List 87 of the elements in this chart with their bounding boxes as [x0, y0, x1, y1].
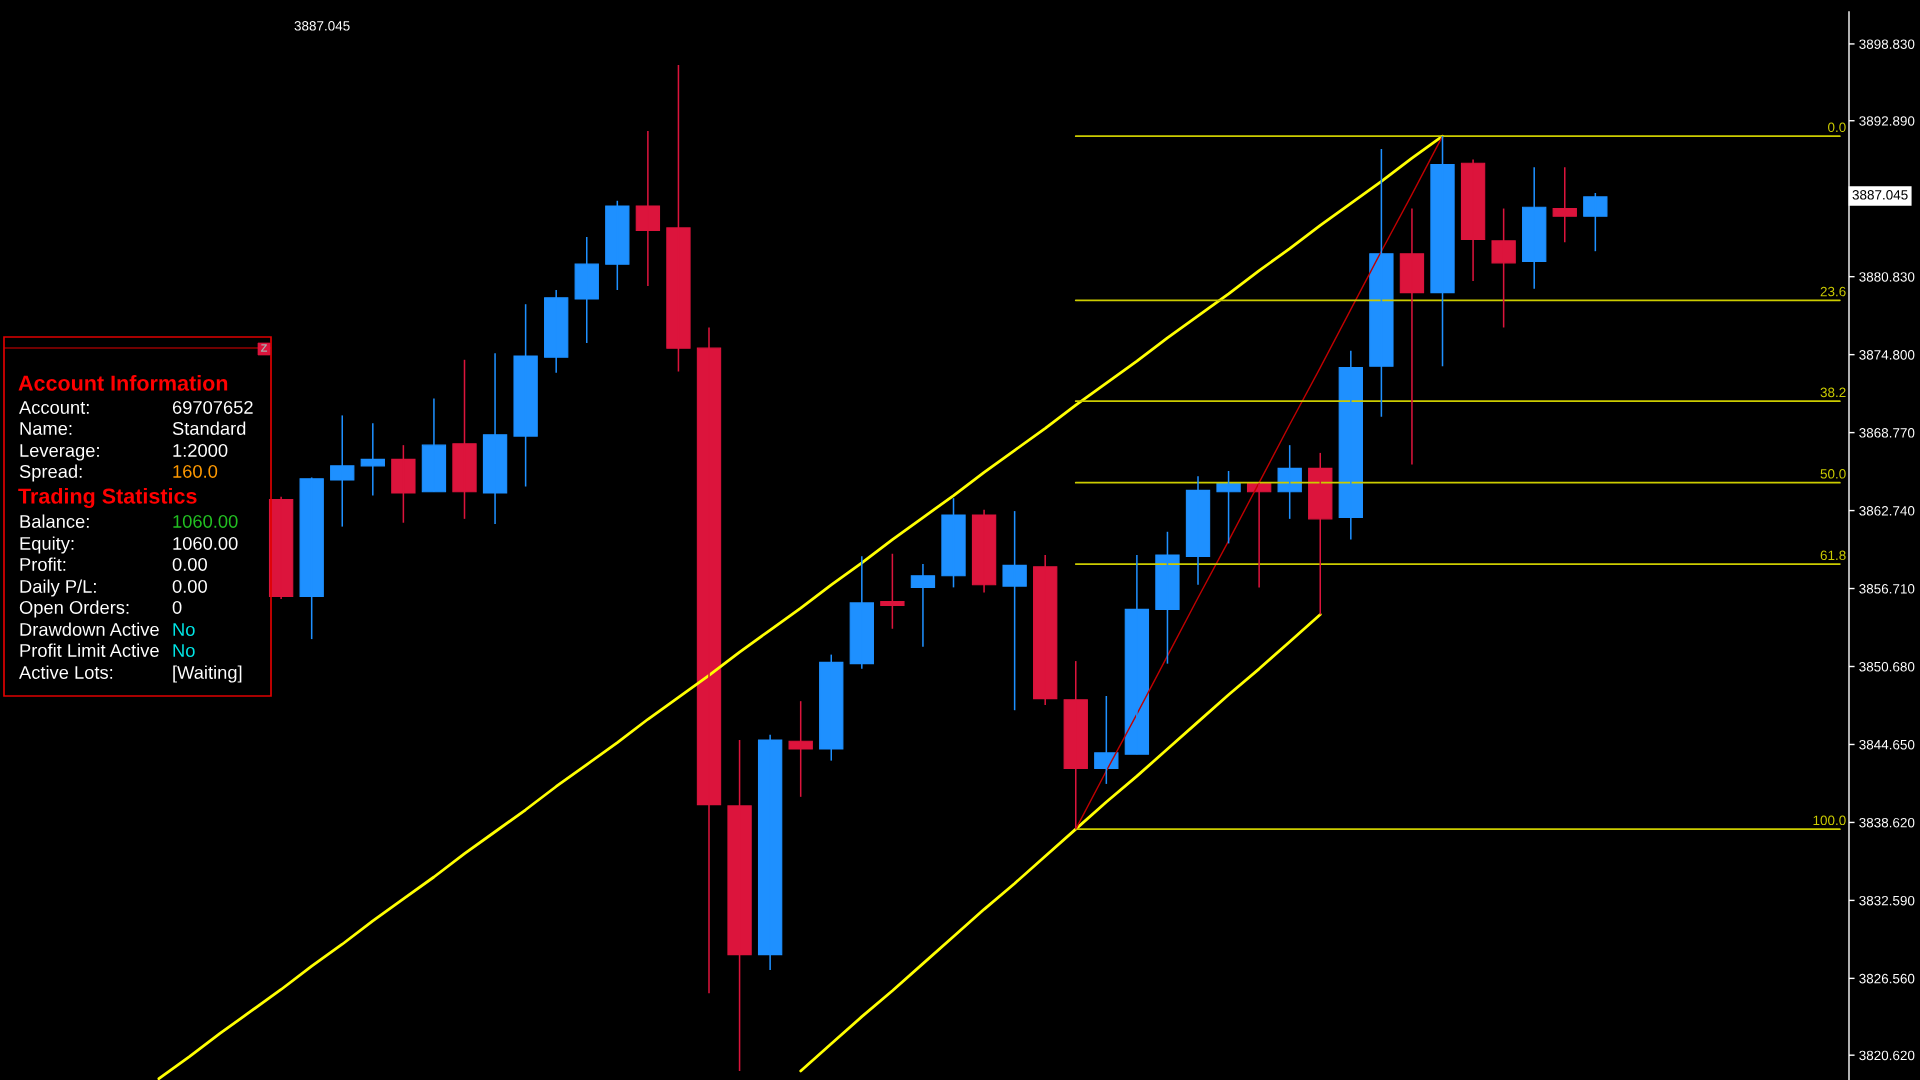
- candlestick: [1491, 207, 1516, 329]
- annotation: 0: [172, 600, 182, 614]
- annotation: 3887.045: [294, 21, 350, 31]
- annotation: Drawdown Active: [20, 622, 159, 636]
- candlestick: [1583, 192, 1608, 252]
- annotation: Z: [260, 344, 268, 352]
- y-tick-label: 3850.680: [1859, 661, 1915, 672]
- annotation: Balance:: [20, 514, 89, 528]
- candlestick: [421, 397, 447, 493]
- candlestick: [1522, 166, 1547, 290]
- y-tick-label: 3868.770: [1859, 428, 1915, 438]
- candlestick: [941, 497, 966, 589]
- candlestick: [1460, 158, 1486, 282]
- y-tick-label: 3892.890: [1859, 116, 1915, 126]
- candlestick: [1552, 166, 1577, 243]
- annotation: Profit Limit Active: [20, 643, 159, 657]
- y-tick-label: 3844.650: [1859, 739, 1915, 750]
- candlestick: [910, 563, 936, 648]
- candlestick: [544, 289, 569, 374]
- annotation: Trading Statistics: [18, 487, 197, 509]
- annotation: 1060.00: [173, 536, 238, 550]
- candlestick: [666, 64, 691, 373]
- y-tick-label: 3898.830: [1859, 39, 1915, 49]
- candlestick: [1094, 695, 1119, 785]
- series-label: 61.8: [1820, 550, 1846, 561]
- series-label: 38.2: [1820, 387, 1846, 398]
- candlestick: [819, 653, 844, 762]
- candlestick: [1033, 554, 1058, 706]
- annotation: Open Orders:: [19, 600, 129, 618]
- candlestick: [574, 236, 599, 344]
- annotation: Daily P/L:: [20, 579, 96, 597]
- line-series: [799, 613, 1322, 1073]
- line-series: [1075, 135, 1444, 830]
- y-tick-label: 3820.620: [1859, 1050, 1915, 1061]
- annotation: No: [173, 623, 195, 636]
- annotation: Equity:: [20, 536, 74, 554]
- annotation: 1:2000: [173, 443, 228, 457]
- candlestick: [849, 555, 874, 670]
- annotation: Name:: [20, 422, 72, 435]
- candlestick: [696, 326, 722, 995]
- candlestick: [605, 200, 630, 291]
- annotation: Standard: [172, 421, 246, 435]
- annotation: 0.00: [172, 557, 207, 571]
- annotation: 160.0: [173, 464, 218, 478]
- annotation: Profit:: [20, 557, 66, 571]
- annotation: Leverage:: [20, 444, 99, 461]
- y-tick-label: 3874.800: [1859, 350, 1915, 360]
- candlestick: [880, 552, 905, 630]
- candlestick: [971, 509, 997, 594]
- annotation: Account:: [19, 401, 89, 414]
- candlestick: [330, 414, 355, 528]
- annotation: Account Information: [18, 374, 228, 391]
- annotation: [Waiting]: [173, 665, 242, 683]
- y-tick-label: 3856.710: [1859, 584, 1915, 594]
- candlestick: [1430, 135, 1455, 368]
- annotation: Active Lots:: [19, 665, 113, 679]
- candlestick: [1063, 660, 1088, 830]
- annotation: 69707652: [172, 400, 253, 414]
- y-tick-label: 3880.830: [1859, 272, 1915, 282]
- candlestick: [1369, 148, 1394, 418]
- candlestick: [452, 359, 477, 520]
- candlestick: [635, 130, 661, 287]
- candlestick: [1308, 452, 1333, 616]
- candlestick: [299, 476, 324, 640]
- candlestick: [391, 444, 416, 524]
- y-tick-label: 3832.590: [1859, 895, 1915, 906]
- series-label: 100.0: [1813, 815, 1846, 826]
- y-tick-label: 3826.560: [1859, 973, 1915, 984]
- candlestick: [1185, 475, 1211, 586]
- series-label: 23.6: [1820, 286, 1846, 297]
- y-tick-label: 3838.620: [1859, 817, 1915, 828]
- annotation: 0.00: [172, 579, 207, 593]
- annotation: 3887.045: [1852, 190, 1908, 200]
- series-label: 0.0: [1828, 122, 1846, 133]
- candlestick: [757, 734, 783, 971]
- candlestick: [1155, 531, 1180, 665]
- series-label: 50.0: [1820, 469, 1846, 479]
- candlestick: [513, 303, 538, 488]
- annotation: 1060.00: [173, 514, 238, 528]
- candlestick: [788, 700, 813, 798]
- candlestick: [1399, 207, 1425, 466]
- candlestick: [727, 739, 752, 1072]
- candlestick: [482, 352, 508, 525]
- candlestick: [1002, 510, 1027, 711]
- annotation: No: [173, 644, 195, 657]
- y-tick-label: 3862.740: [1859, 506, 1915, 516]
- annotation: Spread:: [19, 464, 82, 482]
